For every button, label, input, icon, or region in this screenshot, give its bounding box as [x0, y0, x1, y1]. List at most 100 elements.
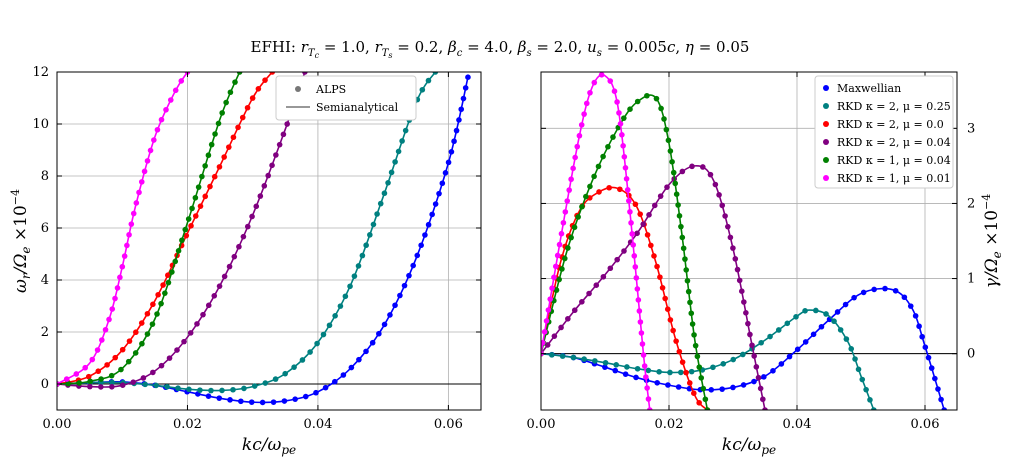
series-point-1 — [867, 397, 873, 403]
series-point-0 — [654, 379, 661, 386]
x-tick-label: 0.02 — [173, 417, 202, 432]
series-point-1 — [688, 368, 695, 375]
series-point-1 — [395, 148, 402, 155]
series-point-0 — [818, 323, 825, 330]
series-point-0 — [436, 190, 442, 197]
series-point-1 — [291, 364, 297, 370]
series-point-4 — [571, 224, 578, 231]
series-point-1 — [837, 327, 844, 333]
series-point-3 — [221, 154, 227, 160]
series-point-5 — [545, 307, 552, 313]
series-point-3 — [202, 193, 209, 200]
series-point-3 — [716, 192, 722, 198]
series-point-3 — [727, 234, 734, 241]
series-point-3 — [607, 265, 614, 272]
series-point-2 — [200, 311, 206, 318]
series-point-2 — [257, 193, 264, 199]
series-point-2 — [249, 213, 255, 220]
series-point-4 — [688, 310, 695, 317]
series-point-2 — [158, 362, 165, 369]
series-point-5 — [614, 99, 620, 105]
series-point-5 — [626, 198, 632, 204]
series-point-4 — [175, 248, 182, 254]
series-point-5 — [628, 220, 634, 226]
series-point-3 — [749, 342, 755, 349]
series-point-3 — [85, 373, 92, 380]
series-point-0 — [387, 312, 393, 318]
series-point-1 — [355, 263, 362, 269]
series-point-0 — [602, 364, 608, 370]
series-point-1 — [307, 349, 313, 355]
series-point-2 — [676, 348, 683, 355]
series-point-3 — [211, 173, 218, 180]
series-point-1 — [262, 380, 269, 386]
series-point-4 — [679, 234, 686, 241]
series-point-2 — [617, 186, 623, 193]
series-point-4 — [125, 358, 132, 365]
series-point-0 — [633, 374, 639, 381]
series-point-5 — [633, 275, 640, 281]
series-point-1 — [425, 77, 432, 84]
series-point-5 — [541, 339, 546, 346]
series-point-1 — [678, 369, 684, 376]
series-point-5 — [639, 341, 646, 347]
series-point-5 — [133, 200, 140, 206]
series-point-1 — [251, 383, 258, 389]
series-point-3 — [593, 282, 600, 288]
series-point-2 — [662, 295, 668, 302]
series-point-5 — [102, 326, 109, 333]
series-point-4 — [236, 72, 243, 75]
series-point-2 — [670, 327, 676, 334]
series-point-3 — [743, 310, 749, 316]
series-point-0 — [442, 170, 449, 176]
series-point-4 — [169, 269, 175, 275]
series-point-4 — [227, 89, 234, 96]
series-point-4 — [192, 194, 199, 201]
series-point-1 — [549, 352, 555, 358]
series-point-0 — [751, 378, 757, 385]
series-point-5 — [572, 154, 578, 161]
series-point-0 — [907, 303, 914, 309]
series-point-2 — [269, 162, 275, 169]
series-point-4 — [139, 340, 145, 347]
series-point-1 — [272, 376, 279, 382]
series-point-2 — [648, 242, 654, 249]
series-point-3 — [255, 86, 262, 92]
series-point-2 — [284, 121, 290, 127]
series-point-5 — [543, 318, 550, 324]
series-point-3 — [188, 223, 194, 229]
series-point-1 — [359, 252, 366, 259]
series-point-0 — [205, 393, 212, 399]
series-point-3 — [725, 223, 731, 230]
series-point-5 — [630, 242, 637, 248]
plot-frame — [56, 71, 482, 411]
series-point-3 — [160, 282, 166, 288]
series-point-2 — [231, 253, 238, 260]
series-point-4 — [680, 245, 687, 252]
series-point-1 — [377, 200, 384, 207]
series-point-1 — [370, 221, 377, 228]
series-point-1 — [314, 340, 320, 347]
series-point-0 — [941, 407, 947, 410]
series-point-1 — [402, 127, 409, 134]
series-point-5 — [620, 142, 626, 149]
series-point-4 — [675, 202, 681, 208]
series-point-2 — [150, 369, 156, 376]
series-point-3 — [165, 272, 171, 279]
series-point-2 — [166, 355, 173, 361]
series-point-0 — [460, 95, 467, 102]
series-point-5 — [617, 121, 624, 127]
series-point-5 — [128, 221, 135, 227]
series-point-3 — [730, 245, 736, 251]
series-point-3 — [104, 362, 110, 368]
series-point-5 — [616, 110, 622, 116]
series-point-4 — [556, 276, 562, 283]
series-point-3 — [119, 346, 126, 353]
series-point-4 — [219, 110, 225, 116]
series-point-3 — [741, 299, 747, 305]
y-tick-label: 2 — [967, 196, 975, 211]
series-point-1 — [399, 138, 405, 144]
series-point-3 — [738, 288, 745, 295]
series-point-1 — [823, 311, 829, 317]
series-point-3 — [732, 256, 739, 262]
